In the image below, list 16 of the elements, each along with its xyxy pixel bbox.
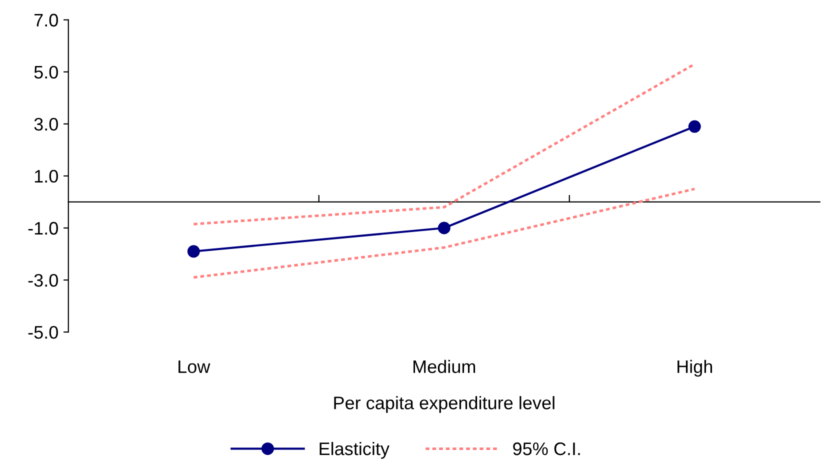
point bbox=[187, 245, 200, 258]
x-tick-label: Medium bbox=[414, 360, 476, 374]
y-tick-label: 1.0 bbox=[34, 170, 58, 183]
x-tick-label: Low bbox=[178, 360, 210, 374]
y-tick-label: 5.0 bbox=[34, 66, 58, 79]
point bbox=[688, 120, 701, 133]
y-tick-label: 3.0 bbox=[34, 118, 58, 131]
y-tick-label: -5.0 bbox=[28, 326, 58, 339]
x-tick-label: High bbox=[678, 360, 712, 377]
y-tick-label: -3.0 bbox=[28, 274, 58, 287]
point bbox=[438, 222, 450, 234]
legend-label: Elasticity bbox=[320, 442, 390, 459]
y-tick-label: 7.0 bbox=[34, 14, 58, 27]
legend-label: 95% C.I. bbox=[513, 442, 580, 456]
x-axis-title: Per capita expenditure level bbox=[334, 396, 554, 413]
y-tick-label: -1.0 bbox=[28, 222, 58, 235]
